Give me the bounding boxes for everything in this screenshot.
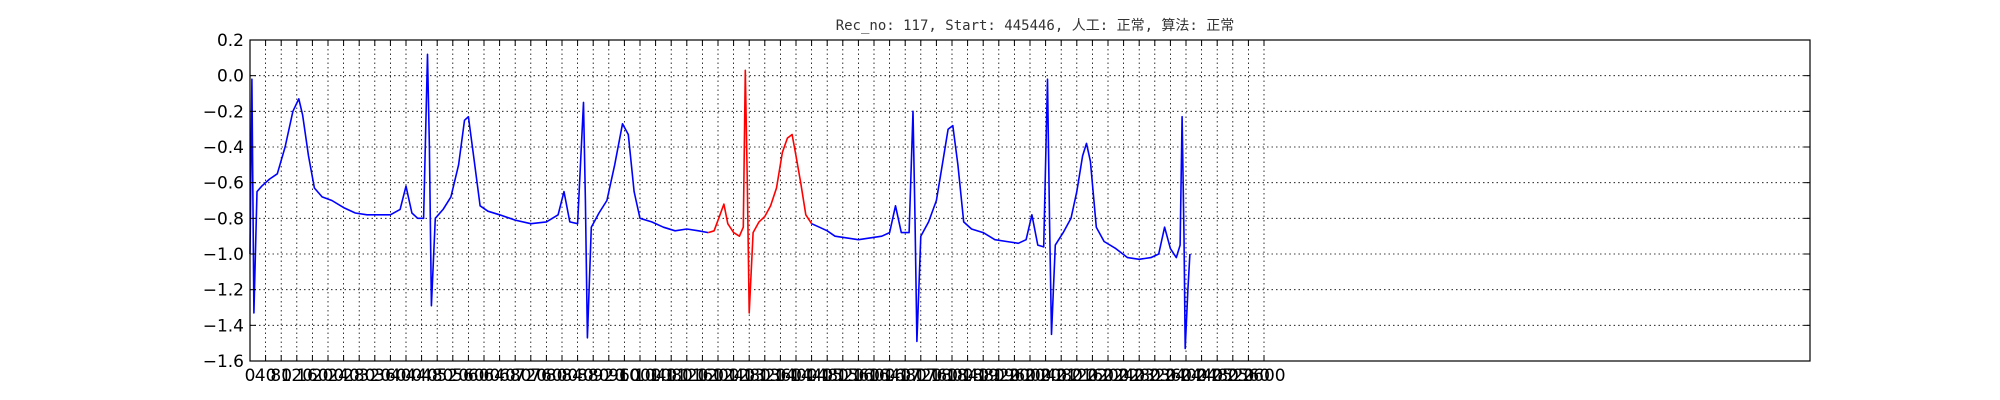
x-tick-label: 1360 xyxy=(759,366,802,386)
x-tick-label: 1080 xyxy=(650,366,693,386)
x-tick-label: 2000 xyxy=(1008,366,1051,386)
x-tick-label: 1520 xyxy=(821,366,864,386)
x-tick-label: 1720 xyxy=(899,366,942,386)
ecg-series-line-1 xyxy=(249,53,709,339)
x-tick-label: 1280 xyxy=(728,366,771,386)
y-tick-label: −0.6 xyxy=(203,174,244,194)
x-tick-label: 1120 xyxy=(665,366,708,386)
x-tick-label: 1880 xyxy=(962,366,1005,386)
x-tick-label: 560 xyxy=(452,366,484,386)
x-tick-label: 1920 xyxy=(977,366,1020,386)
x-tick-label: 1600 xyxy=(852,366,895,386)
x-tick-label: 2160 xyxy=(1071,366,1114,386)
x-tick-label: 1760 xyxy=(915,366,958,386)
x-tick-label: 840 xyxy=(561,366,593,386)
x-tick-label: 1680 xyxy=(884,366,927,386)
x-tick-label: 1800 xyxy=(930,366,973,386)
x-tick-label: 2400 xyxy=(1164,366,1207,386)
x-tick-label: 680 xyxy=(499,366,531,386)
x-tick-label: 1320 xyxy=(743,366,786,386)
x-tick-label: 1000 xyxy=(618,366,661,386)
x-tick-label: 2600 xyxy=(1242,366,1285,386)
x-tick-label: 1240 xyxy=(712,366,755,386)
x-tick-label: 240 xyxy=(327,366,359,386)
x-axis: 0 408012016020024028032036040044048052056… xyxy=(245,40,1286,386)
x-tick-label: 800 xyxy=(546,366,578,386)
y-tick-label: −1.0 xyxy=(203,245,244,265)
x-tick-label: 1400 xyxy=(774,366,817,386)
y-tick-label: −0.8 xyxy=(203,209,244,229)
x-tick-label: 120 xyxy=(281,366,313,386)
plot-area-frame xyxy=(249,39,1811,362)
x-tick-label: 880 xyxy=(577,366,609,386)
x-tick-label: 2560 xyxy=(1227,366,1270,386)
ecg-series-line-3 xyxy=(811,78,1191,350)
x-tick-label: 2200 xyxy=(1086,366,1129,386)
x-tick-label: 2520 xyxy=(1211,366,1254,386)
x-tick-label: 160 xyxy=(296,366,328,386)
x-tick-label: 0 xyxy=(245,366,256,386)
x-tick-label: 320 xyxy=(359,366,391,386)
x-tick-label: 600 xyxy=(468,366,500,386)
x-tick-label: 1440 xyxy=(790,366,833,386)
y-tick-label: 0.2 xyxy=(217,31,244,51)
chart-title: Rec_no: 117, Start: 445446, 人工: 正常, 算法: … xyxy=(836,18,1235,34)
x-tick-label: 520 xyxy=(437,366,469,386)
y-tick-label: −0.4 xyxy=(203,138,244,158)
series-group xyxy=(249,53,1191,350)
x-tick-label: 2360 xyxy=(1149,366,1192,386)
grid xyxy=(250,40,1810,361)
x-tick-label: 1560 xyxy=(837,366,880,386)
x-tick-label: 640 xyxy=(483,366,515,386)
x-tick-label: 760 xyxy=(530,366,562,386)
x-tick-label: 720 xyxy=(515,366,547,386)
x-tick-label: 280 xyxy=(343,366,375,386)
x-tick-label: 1960 xyxy=(993,366,1036,386)
x-tick-label: 1040 xyxy=(634,366,677,386)
x-tick-label: 960 xyxy=(608,366,640,386)
x-tick-label: 360 xyxy=(374,366,406,386)
x-tick-label: 1160 xyxy=(681,366,724,386)
x-tick-label: 1840 xyxy=(946,366,989,386)
x-tick-label: 1200 xyxy=(696,366,739,386)
y-tick-label: −1.2 xyxy=(203,281,244,301)
y-tick-label: −0.2 xyxy=(203,102,244,122)
y-tick-label: −1.4 xyxy=(203,316,244,336)
x-tick-label: 1640 xyxy=(868,366,911,386)
x-tick-label: 2320 xyxy=(1133,366,1176,386)
x-tick-label: 920 xyxy=(593,366,625,386)
ecg-series-line-2 xyxy=(708,69,813,314)
y-axis: 0.2 0.0 −0.2 −0.4 −0.6 −0.8 −1.0 −1.2 −1.4 −1.6 xyxy=(203,31,1810,372)
x-tick-label: 2280 xyxy=(1118,366,1161,386)
x-tick-label: 2120 xyxy=(1055,366,1098,386)
x-tick-label: 2440 xyxy=(1180,366,1223,386)
x-tick-label: 2080 xyxy=(1040,366,1083,386)
x-tick-label: 1480 xyxy=(806,366,849,386)
x-tick-label: 2480 xyxy=(1196,366,1239,386)
x-tick-label: 440 xyxy=(405,366,437,386)
x-tick-label: 2040 xyxy=(1024,366,1067,386)
x-tick-label: 40 xyxy=(255,366,277,386)
y-tick-label: −1.6 xyxy=(203,352,244,372)
x-tick-label: 400 xyxy=(390,366,422,386)
x-tick-label: 2240 xyxy=(1102,366,1145,386)
x-tick-label: 80 xyxy=(270,366,292,386)
x-tick-label: 480 xyxy=(421,366,453,386)
x-tick-label: 200 xyxy=(312,366,344,386)
y-tick-label: 0.0 xyxy=(217,67,244,87)
